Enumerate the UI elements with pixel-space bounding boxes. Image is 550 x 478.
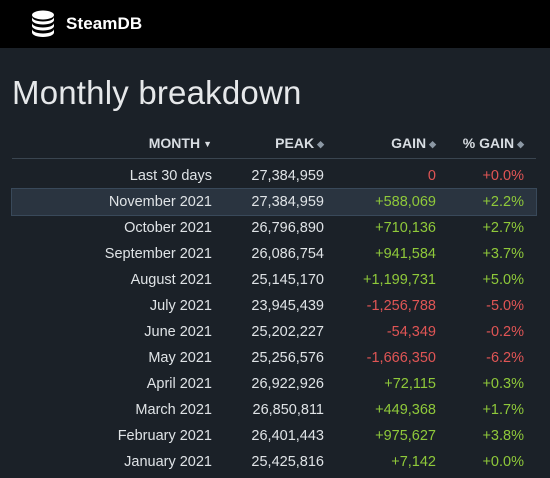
month-cell: June 2021 [144, 324, 212, 340]
month-cell: November 2021 [108, 194, 212, 210]
gain-cell: +1,199,731 [363, 272, 436, 288]
month-cell: May 2021 [148, 350, 212, 366]
gain-cell: -1,666,350 [366, 350, 436, 366]
month-cell: April 2021 [146, 376, 212, 392]
gain-cell: +941,584 [375, 246, 436, 262]
pct-gain-cell: +3.7% [482, 246, 524, 262]
site-logo-link[interactable]: SteamDB [28, 9, 142, 39]
column-header-peak[interactable]: PEAK ◆ [275, 135, 324, 151]
month-cell: March 2021 [135, 402, 212, 418]
column-header-gain[interactable]: GAIN ◆ [391, 135, 436, 151]
sort-both-icon: ◆ [429, 139, 436, 149]
pct-gain-cell: +0.3% [482, 376, 524, 392]
table-row: October 2021 26,796,890 +710,136 +2.7% [12, 215, 536, 241]
pct-gain-cell: -0.2% [486, 324, 524, 340]
table-row: August 2021 25,145,170 +1,199,731 +5.0% [12, 267, 536, 293]
peak-cell: 23,945,439 [251, 298, 324, 314]
pct-gain-cell: +0.0% [482, 168, 524, 184]
page-title: Monthly breakdown [12, 74, 302, 111]
peak-cell: 26,796,890 [251, 220, 324, 236]
month-cell: September 2021 [104, 246, 212, 262]
pct-gain-cell: +0.0% [482, 454, 524, 470]
gain-cell: +72,115 [384, 376, 436, 392]
peak-cell: 26,850,811 [252, 402, 325, 418]
peak-cell: 26,086,754 [251, 246, 324, 262]
table-row: September 2021 26,086,754 +941,584 +3.7% [12, 241, 536, 267]
sort-both-icon: ◆ [517, 139, 524, 149]
peak-cell: 26,922,926 [251, 376, 324, 392]
peak-cell: 25,202,227 [251, 324, 324, 340]
column-header-month[interactable]: MONTH ▼ [148, 135, 212, 151]
monthly-breakdown-panel: Monthly breakdown MONTH ▼ PEAK ◆ GAIN ◆ % G… [0, 48, 550, 478]
monthly-breakdown-table: MONTH ▼ PEAK ◆ GAIN ◆ % GAIN ◆ Last 30 days … [11, 128, 537, 475]
peak-cell: 27,384,959 [251, 194, 324, 210]
pct-gain-cell: -6.2% [486, 350, 524, 366]
gain-cell: +975,627 [375, 428, 436, 444]
table-row: May 2021 25,256,576 -1,666,350 -6.2% [12, 345, 536, 371]
gain-cell: +449,368 [375, 402, 436, 418]
pct-gain-cell: +1.7% [482, 402, 524, 418]
column-header-pct-gain[interactable]: % GAIN ◆ [462, 135, 524, 151]
pct-gain-cell: +2.7% [482, 220, 524, 236]
table-row: April 2021 26,922,926 +72,115 +0.3% [12, 371, 536, 397]
peak-cell: 27,384,959 [251, 168, 324, 184]
pct-gain-cell: +3.8% [482, 428, 524, 444]
month-cell: July 2021 [149, 298, 212, 314]
gain-cell: 0 [427, 168, 436, 184]
top-navigation-bar: SteamDB [0, 0, 550, 48]
table-header-row: MONTH ▼ PEAK ◆ GAIN ◆ % GAIN ◆ [12, 128, 536, 159]
site-name: SteamDB [66, 14, 143, 33]
month-cell: February 2021 [117, 428, 212, 444]
pct-gain-cell: +5.0% [482, 272, 524, 288]
table-row: March 2021 26,850,811 +449,368 +1.7% [12, 397, 536, 423]
month-cell: Last 30 days [129, 168, 212, 184]
table-row: January 2021 25,425,816 +7,142 +0.0% [12, 449, 536, 475]
gain-cell: -1,256,788 [366, 298, 436, 314]
peak-cell: 26,401,443 [251, 428, 324, 444]
gain-cell: +7,142 [391, 454, 436, 470]
database-stack-icon [28, 9, 58, 39]
pct-gain-cell: +2.2% [482, 194, 524, 210]
sort-both-icon: ◆ [317, 139, 324, 149]
gain-cell: -54,349 [386, 324, 436, 340]
table-row: July 2021 23,945,439 -1,256,788 -5.0% [12, 293, 536, 319]
sort-descending-icon: ▼ [203, 139, 212, 149]
pct-gain-cell: -5.0% [486, 298, 524, 314]
month-cell: August 2021 [130, 272, 212, 288]
peak-cell: 25,145,170 [251, 272, 324, 288]
gain-cell: +588,069 [375, 194, 436, 210]
table-row: February 2021 26,401,443 +975,627 +3.8% [12, 423, 536, 449]
peak-cell: 25,256,576 [251, 350, 324, 366]
month-cell: October 2021 [124, 220, 212, 236]
table-row: November 2021 27,384,959 +588,069 +2.2% [11, 188, 537, 216]
month-cell: January 2021 [124, 454, 212, 470]
table-row: June 2021 25,202,227 -54,349 -0.2% [12, 319, 536, 345]
peak-cell: 25,425,816 [251, 454, 324, 470]
gain-cell: +710,136 [375, 220, 436, 236]
table-row: Last 30 days 27,384,959 0 +0.0% [12, 163, 536, 189]
